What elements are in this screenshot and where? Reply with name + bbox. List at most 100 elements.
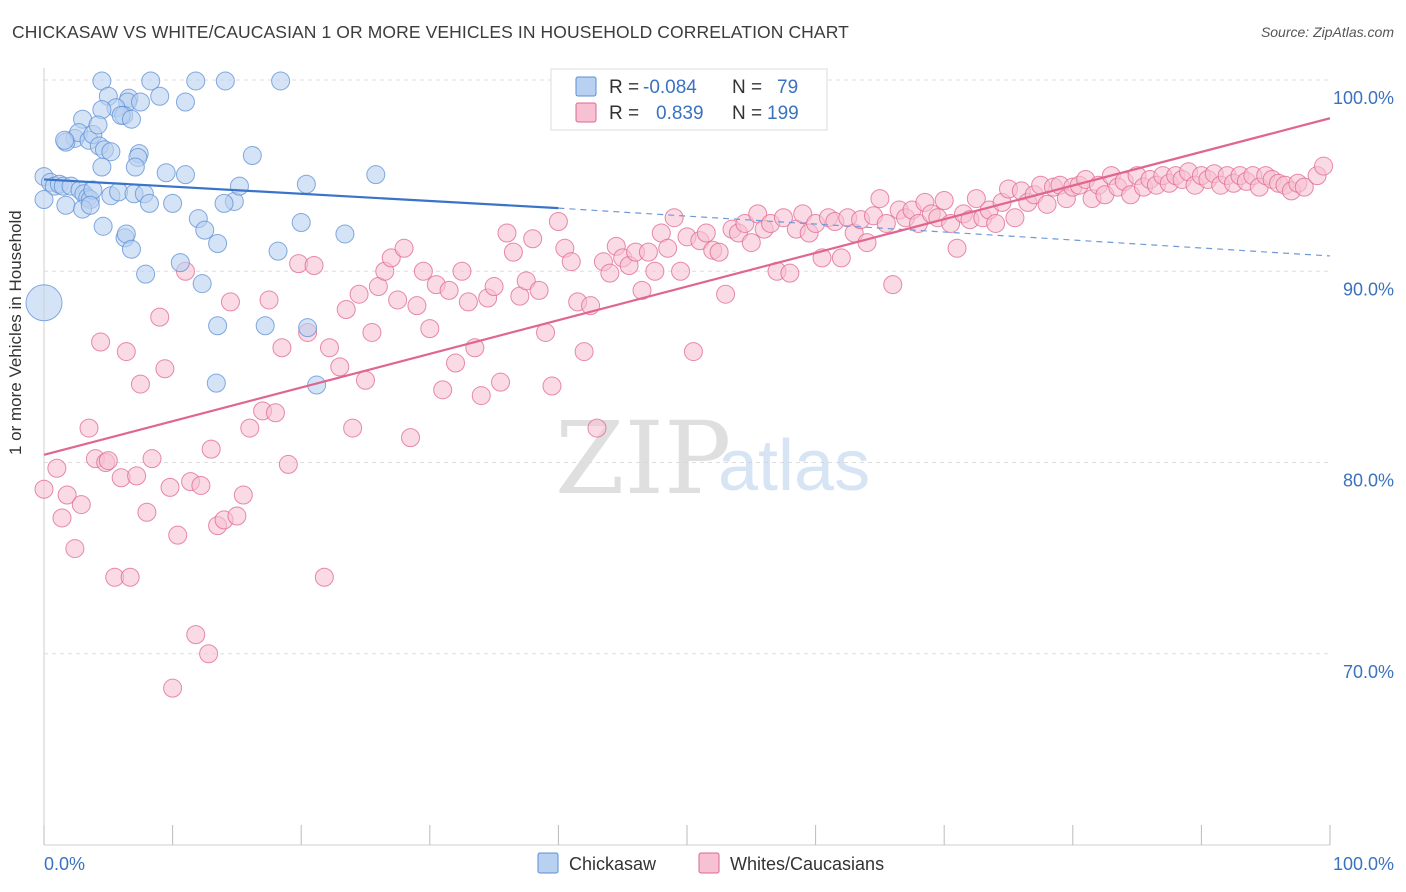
chickasaw-point-60 xyxy=(93,216,113,236)
whites-point-21 xyxy=(160,477,180,497)
whites-point-76 xyxy=(523,229,543,249)
whites-point-43 xyxy=(304,256,324,276)
whites-point-198 xyxy=(1314,156,1334,176)
chickasaw-point-70 xyxy=(255,316,275,336)
whites-point-94 xyxy=(638,242,658,262)
x-tick-label-0: 0.0% xyxy=(44,854,85,874)
whites-point-44 xyxy=(314,567,334,587)
chickasaw-point-58 xyxy=(291,212,311,232)
chickasaw-point-63 xyxy=(121,239,141,259)
chickasaw-point-64 xyxy=(208,234,228,254)
chickasaw-point-78 xyxy=(175,92,195,112)
chickasaw-point-56 xyxy=(195,220,215,240)
whites-point-8 xyxy=(91,332,111,352)
whites-point-65 xyxy=(452,261,472,281)
whites-point-17 xyxy=(137,502,157,522)
chickasaw-point-59 xyxy=(335,224,355,244)
legend-item-whites-swatch xyxy=(698,852,720,874)
whites-point-72 xyxy=(497,223,517,243)
whites-point-98 xyxy=(664,208,684,228)
y-tick-label-2: 90.0% xyxy=(1343,279,1394,299)
whites-point-70 xyxy=(484,277,504,297)
whites-point-84 xyxy=(574,342,594,362)
chickasaw-point-22 xyxy=(101,142,121,162)
whites-point-56 xyxy=(394,238,414,258)
whites-point-47 xyxy=(336,300,356,319)
whites-point-18 xyxy=(142,449,162,469)
whites-point-1 xyxy=(47,458,67,478)
whites-point-151 xyxy=(1005,208,1025,228)
whites-point-80 xyxy=(548,212,568,232)
whites-point-116 xyxy=(780,263,800,283)
whites-point-73 xyxy=(503,242,523,262)
whites-point-148 xyxy=(986,213,1006,233)
chickasaw-point-4 xyxy=(271,71,291,91)
whites-point-63 xyxy=(439,280,459,300)
whites-point-132 xyxy=(883,275,903,295)
whites-point-20 xyxy=(155,359,175,379)
whites-point-105 xyxy=(709,242,729,262)
whites-point-19 xyxy=(150,307,170,327)
chickasaw-point-75 xyxy=(55,130,75,150)
chickasaw-point-13 xyxy=(121,109,141,129)
whites-point-15 xyxy=(127,466,147,486)
y-tick-label-0: 70.0% xyxy=(1343,662,1394,682)
chickasaw-point-53 xyxy=(80,195,100,215)
chickasaw-point-68 xyxy=(25,284,63,322)
whites-point-99 xyxy=(671,261,691,281)
whites-point-48 xyxy=(343,418,363,438)
whites-point-28 xyxy=(199,644,219,664)
legend-r-label-1: R = xyxy=(609,77,639,98)
whites-point-14 xyxy=(120,567,140,587)
legend-n-value-1: 79 xyxy=(777,77,798,98)
whites-point-57 xyxy=(401,428,421,448)
chickasaw-point-3 xyxy=(215,71,235,91)
chickasaw-point-66 xyxy=(136,264,156,284)
whites-point-0 xyxy=(34,479,54,499)
chickasaw-point-29 xyxy=(175,165,195,185)
legend-n-value-2: 199 xyxy=(767,103,799,124)
whites-point-66 xyxy=(458,292,478,312)
chickasaw-point-50 xyxy=(34,190,54,210)
whites-point-34 xyxy=(233,485,253,505)
chickasaw-point-54 xyxy=(163,193,183,213)
whites-point-60 xyxy=(420,319,440,339)
whites-point-6 xyxy=(79,418,99,438)
whites-point-5 xyxy=(71,495,91,515)
whites-point-86 xyxy=(587,418,607,438)
whites-point-13 xyxy=(116,342,136,362)
whites-point-40 xyxy=(278,454,298,474)
whites-point-82 xyxy=(561,252,581,272)
chickasaw-point-48 xyxy=(296,174,316,194)
watermark-atlas: atlas xyxy=(718,426,870,506)
whites-point-196 xyxy=(1294,177,1314,197)
whites-point-37 xyxy=(259,290,279,310)
whites-point-39 xyxy=(272,338,292,358)
whites-point-75 xyxy=(516,271,536,291)
chickasaw-point-77 xyxy=(150,86,170,106)
whites-point-142 xyxy=(947,238,967,258)
chickasaw-point-67 xyxy=(192,274,212,294)
tick-labels: 70.0% 80.0% 90.0% 100.0% 0.0% 100.0% xyxy=(44,88,1394,874)
bottom-legend: Chickasaw Whites/Caucasians xyxy=(537,852,884,874)
chickasaw-point-71 xyxy=(298,318,318,338)
whites-point-128 xyxy=(857,233,877,253)
whites-point-58 xyxy=(407,296,427,316)
whites-point-46 xyxy=(330,357,350,377)
whites-point-4 xyxy=(65,539,85,559)
chickasaw-point-26 xyxy=(156,163,176,183)
chickasaw-point-57 xyxy=(214,193,234,213)
chickasaw-point-47 xyxy=(229,176,249,196)
whites-point-59 xyxy=(413,261,433,281)
whites-point-54 xyxy=(381,248,401,268)
data-points xyxy=(25,71,1334,698)
whites-point-97 xyxy=(658,238,678,258)
whites-point-32 xyxy=(220,292,240,312)
chickasaw-point-72 xyxy=(206,373,226,393)
legend-r-label-2: R = xyxy=(609,103,639,124)
legend-swatch-pink xyxy=(575,102,597,123)
trend-lines xyxy=(43,117,1331,456)
legend-r-value-1: -0.084 xyxy=(643,77,697,98)
whites-point-2 xyxy=(52,508,72,528)
chickasaw-point-8 xyxy=(130,92,150,112)
